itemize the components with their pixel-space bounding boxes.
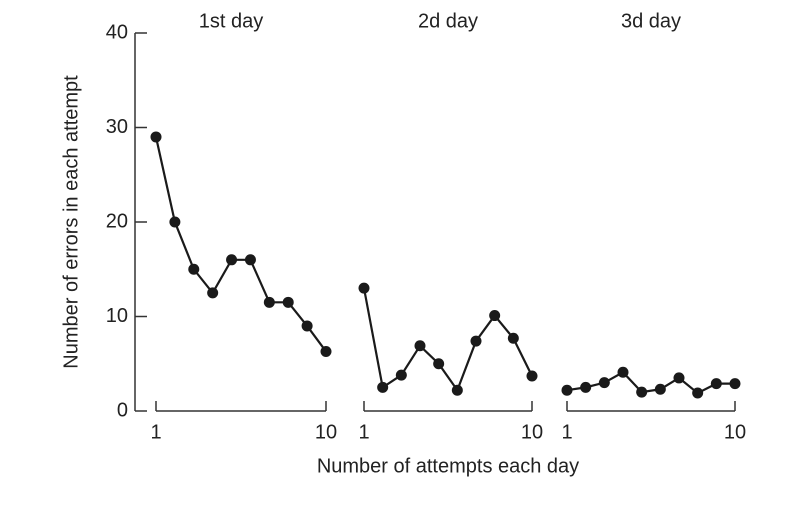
x-tick-label: 1 — [358, 421, 369, 443]
point — [226, 254, 238, 266]
point — [451, 384, 463, 396]
point — [489, 310, 501, 322]
point — [729, 378, 741, 390]
point — [282, 296, 294, 308]
point — [673, 372, 685, 384]
point — [414, 340, 426, 352]
panel-title: 2d day — [418, 10, 478, 32]
line — [154, 136, 327, 353]
line — [362, 287, 533, 393]
y-tick-label: 10 — [106, 305, 128, 327]
point — [654, 383, 666, 395]
point — [580, 381, 592, 393]
line — [566, 370, 735, 395]
point — [301, 320, 313, 332]
y-tick-label: 20 — [106, 210, 128, 232]
point — [433, 358, 445, 370]
panel-title: 1st day — [199, 10, 263, 32]
point — [377, 381, 389, 393]
x-tick-label: 1 — [150, 421, 161, 443]
y-tick-label: 30 — [106, 116, 128, 138]
point — [710, 378, 722, 390]
point — [188, 263, 200, 275]
point — [507, 332, 519, 344]
point — [358, 282, 370, 294]
point — [526, 370, 538, 382]
y-tick-label: 40 — [106, 21, 128, 43]
point — [470, 335, 482, 347]
point — [263, 296, 275, 308]
point — [598, 377, 610, 389]
x-tick-label: 10 — [521, 421, 543, 443]
point — [150, 131, 162, 143]
point — [692, 387, 704, 399]
panel-title: 3d day — [621, 10, 681, 32]
point — [169, 216, 181, 228]
point — [320, 345, 332, 357]
x-tick-label: 10 — [724, 421, 746, 443]
point — [244, 254, 256, 266]
point — [207, 287, 219, 299]
point — [561, 384, 573, 396]
point — [395, 369, 407, 381]
y-tick-label: 0 — [117, 399, 128, 421]
x-axis-label: Number of attempts each day — [317, 455, 579, 477]
point — [636, 386, 648, 398]
x-tick-label: 1 — [561, 421, 572, 443]
y-axis-label: Number of errors in each attempt — [60, 75, 82, 369]
x-tick-label: 10 — [315, 421, 337, 443]
point — [617, 366, 629, 378]
